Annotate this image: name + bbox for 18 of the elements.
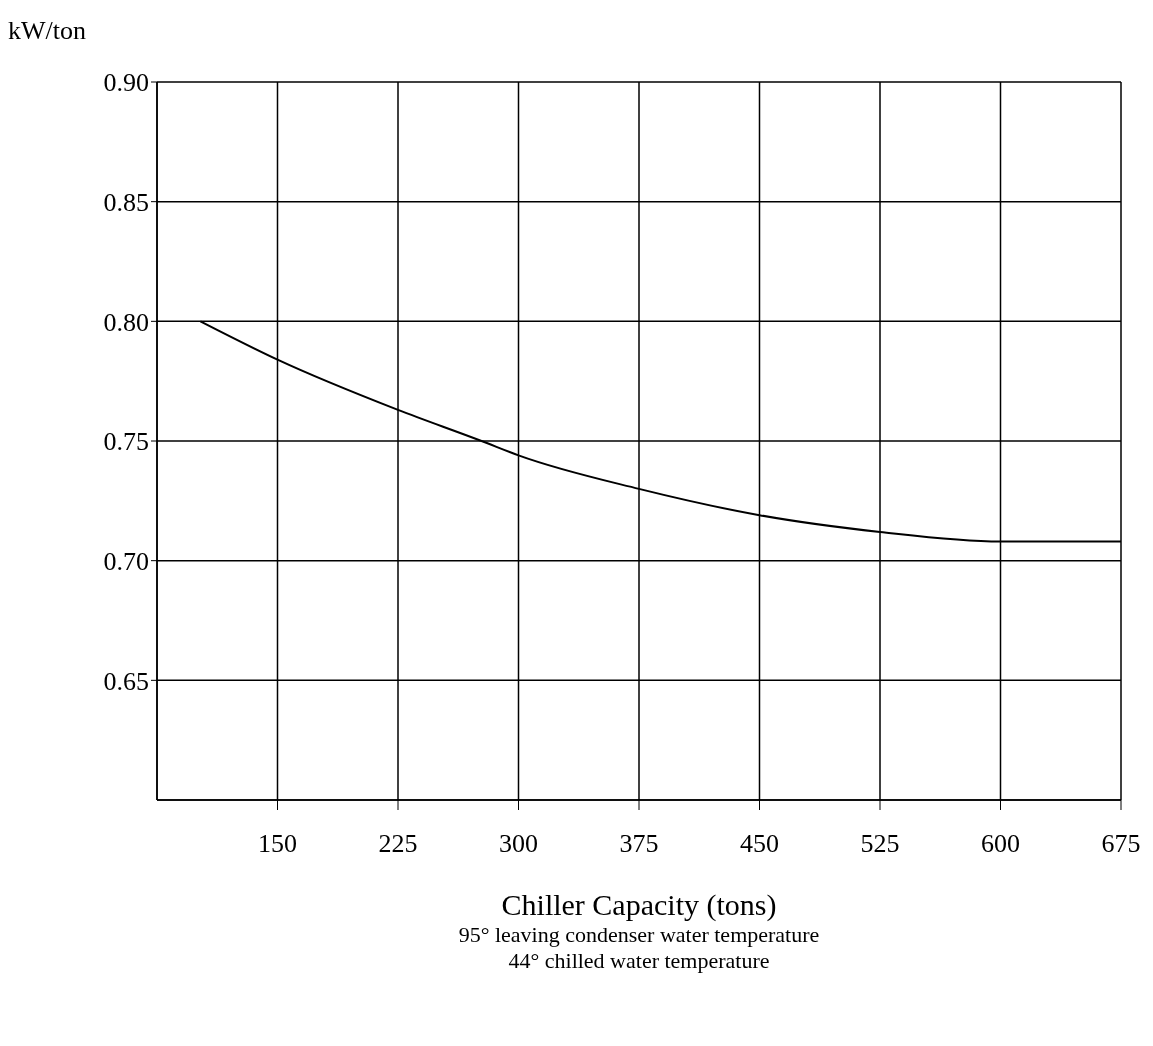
text: 44° chilled water temperature [507,948,771,974]
y-tick-label: 0.90 [103,68,149,98]
y-tick-label: 0.80 [103,307,149,337]
x-tick-label: 675 [1101,829,1141,859]
x-axis-title: Chiller Capacity (tons) [500,888,778,922]
x-tick-label: 525 [860,829,900,859]
text: 95° leaving condenser water temperature [457,922,821,948]
y-tick-label: 0.70 [103,546,149,576]
x-tick-label: 450 [740,829,779,859]
x-tick-label: 300 [499,829,538,859]
y-axis-title: kW/ton [8,16,86,46]
y-tick-label: 0.85 [103,187,149,217]
x-tick-label: 225 [378,829,418,859]
x-tick-label: 150 [258,829,297,859]
y-tick-label: 0.75 [103,427,149,457]
y-tick-label: 0.65 [103,666,149,696]
x-tick-label: 375 [619,829,659,859]
x-tick-label: 600 [981,829,1020,859]
